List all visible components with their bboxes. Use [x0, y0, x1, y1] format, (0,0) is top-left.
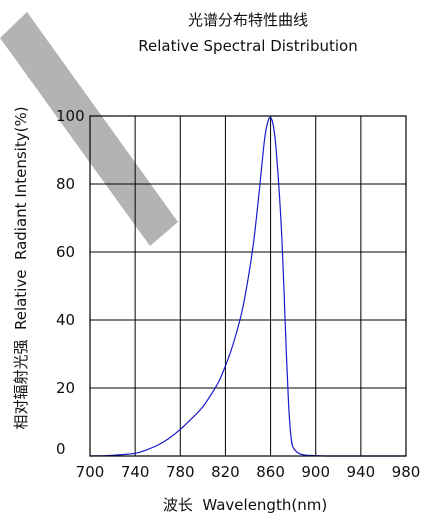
y-tick-label: 80 — [56, 175, 75, 193]
x-tick-label: 900 — [301, 463, 330, 481]
x-tick-label: 820 — [211, 463, 240, 481]
x-tick-label: 860 — [256, 463, 285, 481]
series-layer — [89, 116, 407, 457]
plot-frame — [89, 115, 407, 457]
y-tick-labels: 0 20 40 60 80 100 — [56, 107, 85, 458]
grid-lines — [89, 115, 407, 457]
x-axis-label: 波长 Wavelength(nm) — [163, 496, 327, 514]
y-tick-label: 20 — [56, 379, 75, 397]
x-tick-label: 980 — [392, 463, 421, 481]
y-axis-label: 相对辐射光强 Relative Radiant Intensity(%) — [12, 106, 30, 429]
y-tick-label: 40 — [56, 311, 75, 329]
y-tick-label: 0 — [56, 440, 66, 458]
x-tick-label: 740 — [121, 463, 150, 481]
x-tick-label: 700 — [76, 463, 105, 481]
x-tick-label: 780 — [166, 463, 195, 481]
x-tick-label: 940 — [347, 463, 376, 481]
spectral-curve — [89, 116, 407, 457]
x-tick-labels: 700 740 780 820 860 900 940 980 — [76, 463, 421, 481]
y-tick-label: 100 — [56, 107, 85, 125]
y-tick-label: 60 — [56, 243, 75, 261]
chart-subtitle: Relative Spectral Distribution — [138, 37, 357, 55]
watermark-stripe — [0, 12, 178, 246]
chart-title: 光谱分布特性曲线 — [188, 11, 308, 29]
